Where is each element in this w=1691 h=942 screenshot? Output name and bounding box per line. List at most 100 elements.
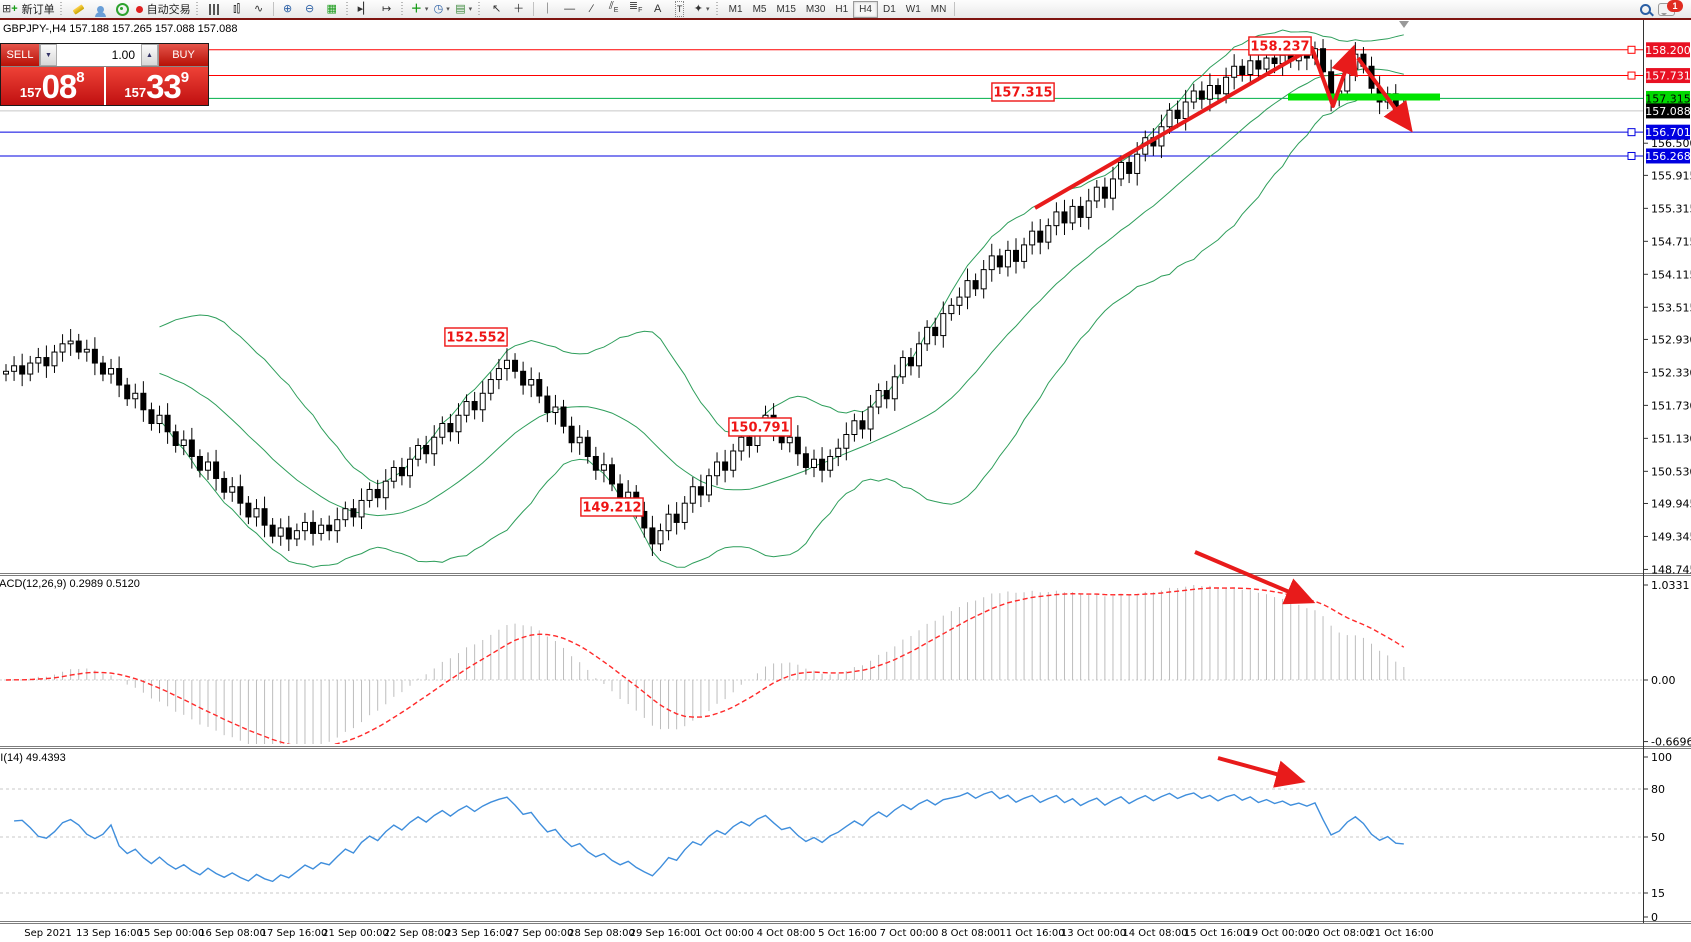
time-axis-label: 28 Sep 08:00 — [568, 928, 635, 939]
autotrading-button[interactable]: 自动交易 — [134, 1, 193, 17]
timeframe-m30[interactable]: M30 — [805, 3, 826, 15]
notifications-button[interactable]: 1 — [1656, 0, 1691, 17]
toolbar-separator — [532, 2, 534, 16]
time-axis-label: 29 Sep 16:00 — [630, 928, 697, 939]
sell-button[interactable]: SELL — [1, 44, 39, 66]
toolbar-drag-handle — [345, 2, 351, 16]
buy-price-display[interactable]: 157 33 9 — [105, 67, 208, 105]
price-axis-label: 158.200 — [1645, 44, 1691, 57]
volume-input[interactable]: 1.00 — [57, 44, 141, 66]
template-chart-icon: ▤ — [455, 3, 466, 15]
chart-shift-button[interactable]: ↦ — [376, 1, 398, 17]
rsi-axis-tick: 80 — [1651, 783, 1665, 796]
time-axis-label: 13 Sep 16:00 — [76, 928, 143, 939]
templates-button[interactable]: ▤ ▾ — [453, 1, 475, 17]
candlestick-chart-button[interactable]: ⫾⫿ — [226, 1, 248, 17]
timeframe-h4[interactable]: H4 — [853, 0, 878, 18]
timeframe-m5[interactable]: M5 — [752, 3, 767, 15]
toolbar-drag-handle — [715, 2, 721, 16]
macd-histogram — [13, 584, 1405, 744]
sell-price-display[interactable]: 157 08 8 — [1, 67, 104, 105]
price-axis-tick: 156.500 — [1651, 137, 1691, 150]
cursor-tool-button[interactable]: ↖ — [486, 1, 508, 17]
price-axis-label: 157.315 — [1645, 92, 1691, 105]
volume-increase-button[interactable]: ▲ — [141, 44, 158, 66]
signal-button[interactable] — [112, 1, 134, 17]
channel-tool-button[interactable]: ⫽E — [603, 0, 625, 17]
toolbar-drag-handle — [400, 2, 406, 16]
vertical-line-tool-button[interactable]: ｜ — [537, 1, 559, 17]
price-axis-label: 157.731 — [1645, 70, 1691, 83]
bollinger-lower-band — [159, 96, 1405, 568]
price-axis-tick: 153.515 — [1651, 301, 1691, 314]
timeframe-w1[interactable]: W1 — [905, 3, 921, 15]
price-annotation-text: 157.315 — [993, 86, 1052, 101]
rsi-indicator-label: RSI(14) 49.4393 — [0, 752, 66, 764]
line-chart-icon: ∿ — [254, 3, 264, 15]
rsi-axis-tick: 15 — [1651, 887, 1665, 900]
price-annotation-box — [1248, 36, 1312, 56]
trend-arrow — [1356, 56, 1413, 133]
crosshair-tool-button[interactable]: ＋ — [508, 1, 530, 17]
time-axis-label: 1 Oct 00:00 — [695, 928, 754, 939]
text-label-tool-button[interactable]: T — [669, 1, 691, 17]
auto-scroll-button[interactable]: ▸▏ — [354, 1, 376, 17]
volume-decrease-button[interactable]: ▼ — [40, 44, 57, 66]
chart-region[interactable]: 156.500 155.915 155.315 154.715 154.115 153.5… — [0, 20, 1691, 942]
search-icon — [1639, 3, 1651, 15]
profile-icon — [95, 5, 107, 17]
fibonacci-tool-button[interactable]: ≣F — [625, 0, 647, 17]
horizontal-line-tool-button[interactable]: — — [559, 1, 581, 17]
time-axis-label: 7 Oct 00:00 — [880, 928, 939, 939]
timeframe-m1[interactable]: M1 — [728, 3, 743, 15]
buy-button[interactable]: BUY — [159, 44, 208, 66]
indicators-add-icon: ＋ — [410, 3, 422, 15]
timeframe-m15[interactable]: M15 — [776, 3, 796, 15]
price-axis-tick: 151.730 — [1651, 399, 1691, 412]
one-click-trading-panel: SELL ▼ 1.00 ▲ BUY 157 08 8 157 33 9 — [0, 43, 209, 106]
time-axis-label: 22 Sep 08:00 — [384, 928, 451, 939]
macd-axis-tick: -0.6696 — [1651, 736, 1691, 749]
price-annotation-box — [580, 497, 644, 517]
rsi-axis-tick: 0 — [1651, 911, 1658, 924]
zoom-out-button[interactable]: ⊖ — [299, 1, 321, 17]
buy-price-big: 33 — [146, 68, 182, 105]
profiles-button[interactable] — [90, 1, 112, 17]
trendline-tool-button[interactable]: ∕ — [581, 1, 603, 17]
periods-button[interactable]: ◷ ▾ — [431, 1, 453, 17]
search-button[interactable] — [1634, 1, 1656, 17]
indicators-button[interactable]: ＋ ▾ — [409, 1, 431, 17]
price-annotation-box — [444, 327, 508, 347]
price-axis-tick: 152.930 — [1651, 333, 1691, 346]
bar-chart-icon — [209, 3, 221, 15]
timeframe-mn[interactable]: MN — [930, 3, 947, 15]
new-order-button[interactable]: ⊞+ 新订单 — [0, 1, 57, 17]
price-annotation-text: 158.237 — [1250, 40, 1309, 55]
crosshair-icon: ＋ — [513, 3, 525, 15]
styler-button[interactable] — [68, 1, 90, 17]
zoom-in-button[interactable]: ⊕ — [277, 1, 299, 17]
bar-chart-button[interactable] — [204, 1, 226, 17]
buy-price-prefix: 157 — [124, 85, 147, 100]
chevron-down-icon: ▾ — [706, 6, 710, 13]
time-axis-label: 4 Oct 08:00 — [757, 928, 816, 939]
timeframe-d1[interactable]: D1 — [882, 3, 896, 15]
arrows-tool-button[interactable]: ✦ ▾ — [691, 1, 713, 17]
new-order-label: 新订单 — [21, 4, 55, 16]
macd-axis-tick: 1.0331 — [1651, 579, 1690, 592]
text-tool-button[interactable]: A — [647, 1, 669, 17]
price-axis-label: 156.268 — [1645, 150, 1691, 163]
text-icon: A — [653, 3, 662, 15]
price-axis-label: 156.701 — [1645, 126, 1691, 139]
line-chart-button[interactable]: ∿ — [248, 1, 270, 17]
candlestick-icon: ⫾⫿ — [233, 3, 241, 15]
timeframe-h1[interactable]: H1 — [835, 3, 849, 15]
tile-windows-button[interactable]: ▦ — [321, 1, 343, 17]
time-axis-label: 20 Oct 08:00 — [1307, 928, 1372, 939]
zoom-in-icon: ⊕ — [283, 3, 293, 15]
fibonacci-icon: ≣F — [628, 0, 643, 15]
notification-badge: 1 — [1667, 0, 1683, 12]
rsi-axis-tick: 100 — [1651, 751, 1672, 764]
